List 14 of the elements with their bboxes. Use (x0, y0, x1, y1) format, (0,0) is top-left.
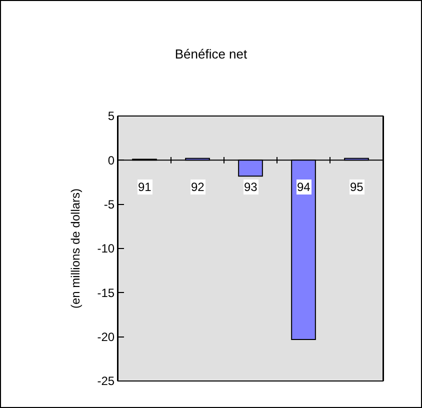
y-tick-label: -10 (97, 242, 115, 256)
x-tick-label: 94 (297, 180, 311, 194)
y-tick-label: -25 (97, 374, 115, 388)
x-tick-label: 93 (244, 180, 258, 194)
y-tick-label: 0 (108, 153, 115, 168)
x-tick-label: 92 (191, 180, 205, 194)
y-tick-label: -5 (104, 198, 115, 212)
x-tick-label: 91 (138, 180, 152, 194)
chart-title: Bénéfice net (174, 46, 248, 62)
y-tick-label: -15 (97, 286, 115, 300)
y-tick-label: 5 (108, 109, 115, 124)
y-tick-label: -20 (97, 330, 115, 344)
y-axis-title: (en millions de dollars) (68, 188, 83, 309)
x-tick-label: 95 (350, 180, 364, 194)
